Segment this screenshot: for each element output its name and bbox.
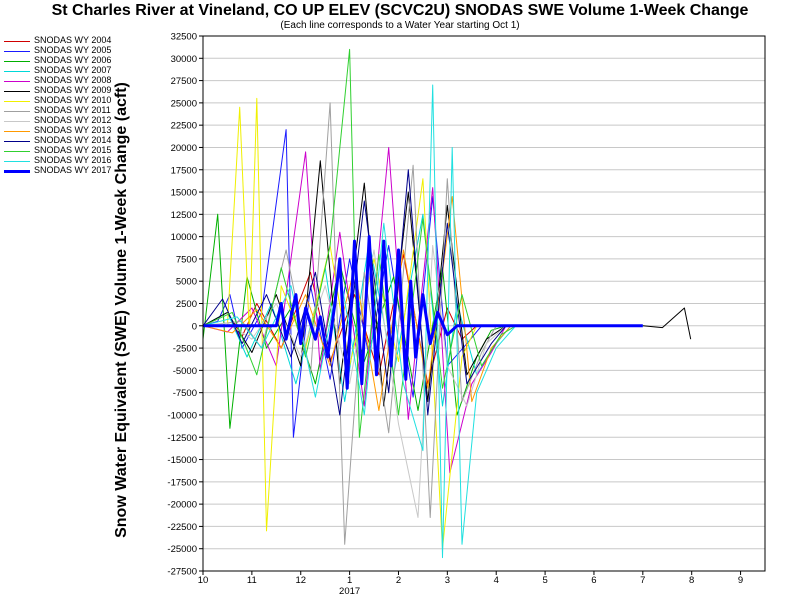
legend-label: SNODAS WY 2017 bbox=[34, 165, 112, 175]
legend-label: SNODAS WY 2007 bbox=[34, 65, 112, 75]
series-line-12 bbox=[202, 84, 643, 559]
x-tick-label: 9 bbox=[738, 575, 743, 586]
chart-subtitle: (Each line corresponds to a Water Year s… bbox=[280, 20, 520, 31]
x-tick-label: 8 bbox=[689, 575, 694, 586]
x-tick-label: 2 bbox=[396, 575, 401, 586]
legend-label: SNODAS WY 2009 bbox=[34, 85, 112, 95]
legend-label: SNODAS WY 2006 bbox=[34, 55, 112, 65]
y-tick-label: -2500 bbox=[173, 344, 197, 355]
legend-item: SNODAS WY 2014 bbox=[4, 135, 144, 146]
legend-item: SNODAS WY 2016 bbox=[4, 155, 144, 166]
legend-label: SNODAS WY 2016 bbox=[34, 155, 112, 165]
legend-swatch bbox=[4, 161, 30, 162]
y-tick-label: -22500 bbox=[167, 522, 197, 533]
legend-swatch bbox=[4, 151, 30, 152]
y-tick-label: 0 bbox=[192, 321, 197, 332]
legend-item: SNODAS WY 2010 bbox=[4, 95, 144, 106]
y-tick-label: -12500 bbox=[167, 433, 197, 444]
x-tick-label: 10 bbox=[198, 575, 209, 586]
legend-item: SNODAS WY 2009 bbox=[4, 85, 144, 96]
legend-label: SNODAS WY 2012 bbox=[34, 115, 112, 125]
legend-item: SNODAS WY 2007 bbox=[4, 65, 144, 76]
x-tick-label: 1 bbox=[347, 575, 352, 586]
legend-swatch bbox=[4, 51, 30, 52]
legend-label: SNODAS WY 2008 bbox=[34, 75, 112, 85]
y-tick-label: -10000 bbox=[167, 410, 197, 421]
series-group bbox=[202, 48, 692, 559]
legend-swatch bbox=[4, 141, 30, 142]
legend-swatch bbox=[4, 101, 30, 102]
x-tick-label: 11 bbox=[247, 575, 257, 586]
legend-item: SNODAS WY 2012 bbox=[4, 115, 144, 126]
y-tick-label: 12500 bbox=[171, 210, 197, 221]
y-tick-label: -5000 bbox=[173, 366, 197, 377]
series-line-13 bbox=[203, 235, 643, 390]
y-axis-ticks: -27500-25000-22500-20000-17500-15000-125… bbox=[167, 32, 203, 578]
legend-swatch bbox=[4, 131, 30, 132]
legend-item: SNODAS WY 2005 bbox=[4, 45, 144, 56]
y-tick-label: 22500 bbox=[171, 121, 197, 132]
x-tick-label: 12 bbox=[295, 575, 306, 586]
y-tick-label: 27500 bbox=[171, 76, 197, 87]
chart-legend: SNODAS WY 2004 SNODAS WY 2005 SNODAS WY 20… bbox=[4, 35, 144, 176]
chart-title: St Charles River at Vineland, CO UP ELEV… bbox=[51, 2, 749, 19]
legend-swatch bbox=[4, 81, 30, 82]
legend-label: SNODAS WY 2014 bbox=[34, 135, 112, 145]
legend-label: SNODAS WY 2015 bbox=[34, 145, 112, 155]
legend-label: SNODAS WY 2011 bbox=[34, 105, 111, 115]
y-tick-label: -7500 bbox=[173, 388, 197, 399]
y-tick-label: 10000 bbox=[171, 232, 197, 243]
legend-label: SNODAS WY 2010 bbox=[34, 95, 112, 105]
legend-label: SNODAS WY 2013 bbox=[34, 125, 112, 135]
legend-item: SNODAS WY 2011 bbox=[4, 105, 144, 116]
legend-item: SNODAS WY 2013 bbox=[4, 125, 144, 136]
x-tick-label: 4 bbox=[494, 575, 499, 586]
y-tick-label: 20000 bbox=[171, 143, 197, 154]
y-tick-label: -25000 bbox=[167, 544, 197, 555]
grid-lines bbox=[203, 35, 765, 572]
x-tick-label: 6 bbox=[591, 575, 596, 586]
series-line-9 bbox=[202, 196, 643, 411]
legend-item: SNODAS WY 2004 bbox=[4, 35, 144, 46]
legend-label: SNODAS WY 2005 bbox=[34, 45, 112, 55]
legend-swatch bbox=[4, 111, 30, 112]
legend-item: SNODAS WY 2017 bbox=[4, 165, 144, 176]
legend-swatch bbox=[4, 71, 30, 72]
legend-item: SNODAS WY 2006 bbox=[4, 55, 144, 66]
series-line-11 bbox=[202, 48, 643, 438]
y-tick-label: 17500 bbox=[171, 165, 197, 176]
y-tick-label: 32500 bbox=[171, 32, 197, 43]
y-tick-label: 2500 bbox=[176, 299, 197, 310]
legend-label: SNODAS WY 2004 bbox=[34, 35, 112, 45]
legend-swatch bbox=[4, 121, 30, 122]
y-tick-label: -27500 bbox=[167, 567, 197, 578]
x-year-label: 2017 bbox=[339, 586, 360, 597]
legend-swatch bbox=[4, 170, 30, 173]
legend-item: SNODAS WY 2008 bbox=[4, 75, 144, 86]
y-tick-label: 5000 bbox=[176, 277, 197, 288]
legend-swatch bbox=[4, 61, 30, 62]
legend-swatch bbox=[4, 41, 30, 42]
y-tick-label: -15000 bbox=[167, 455, 197, 466]
y-tick-label: -17500 bbox=[167, 477, 197, 488]
y-tick-label: 30000 bbox=[171, 54, 197, 65]
x-tick-label: 7 bbox=[640, 575, 645, 586]
x-tick-label: 5 bbox=[542, 575, 547, 586]
y-tick-label: 25000 bbox=[171, 98, 197, 109]
legend-item: SNODAS WY 2015 bbox=[4, 145, 144, 156]
y-tick-label: 7500 bbox=[176, 254, 197, 265]
y-tick-label: -20000 bbox=[167, 500, 197, 511]
legend-swatch bbox=[4, 91, 30, 92]
x-tick-label: 3 bbox=[445, 575, 450, 586]
y-tick-label: 15000 bbox=[171, 188, 197, 199]
